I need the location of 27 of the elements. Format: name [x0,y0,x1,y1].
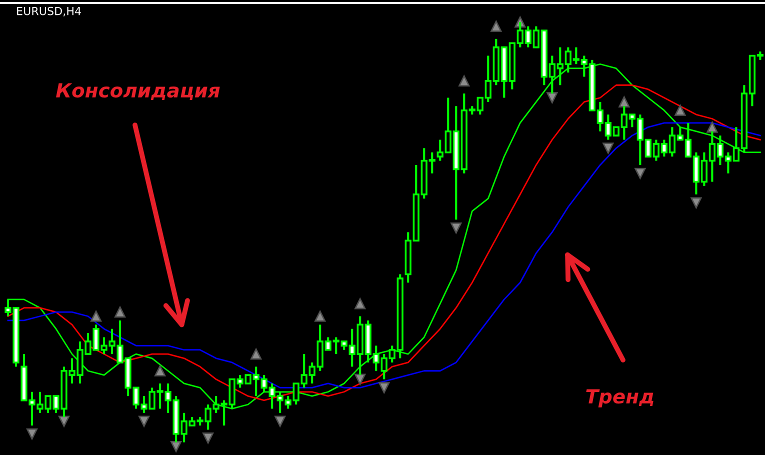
point [114,306,126,318]
point [490,20,502,32]
point [634,168,646,179]
point [378,382,390,394]
point [602,142,614,154]
point [354,298,366,310]
point [250,348,262,360]
point [690,197,702,208]
point [546,92,558,104]
point [706,122,718,133]
point [450,222,462,234]
point [138,416,150,427]
annotation: Консолидация [56,83,220,100]
point [314,310,326,322]
point [274,416,286,427]
point [170,440,182,452]
point [202,432,214,444]
point [90,310,102,322]
point [154,365,166,376]
point [618,96,630,108]
annotation: Тренд [586,389,654,408]
point [674,104,686,116]
point [458,75,470,86]
point [58,416,70,427]
chart-title: EURUSD,H4 [17,6,81,16]
point [354,374,366,385]
point [26,428,38,440]
